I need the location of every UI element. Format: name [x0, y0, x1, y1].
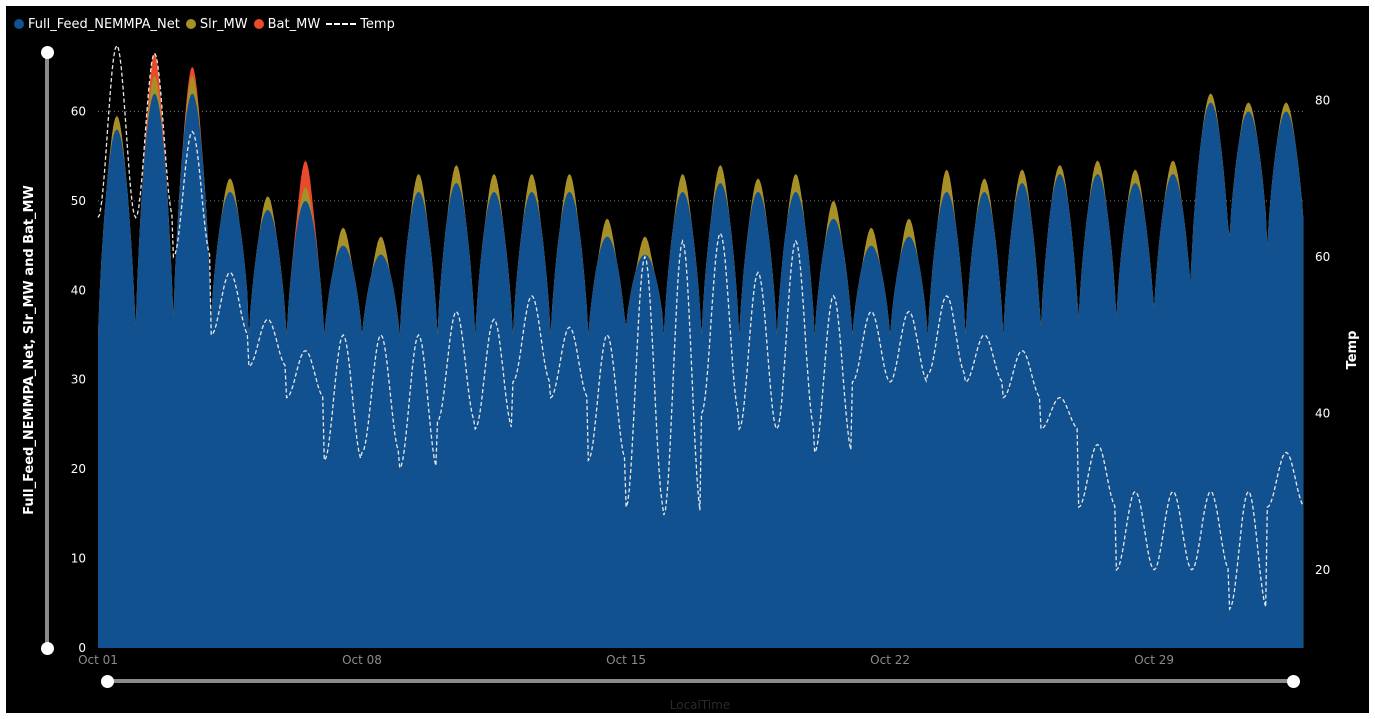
y-axis-title: Full_Feed_NEMMPA_Net, Slr_MW and Bat_MW: [22, 185, 37, 515]
legend-item-battery[interactable]: Bat_MW: [253, 16, 321, 32]
y-tick-label: 20: [71, 462, 86, 476]
y-tick-label: 40: [71, 283, 86, 297]
legend-item-temp[interactable]: Temp: [326, 17, 395, 32]
series-area-full-feed-nemmpa-net: [98, 93, 1304, 648]
y-slider-bottom-handle[interactable]: [41, 642, 54, 655]
legend-dash-temp: [326, 23, 357, 25]
x-tick-label: Oct 15: [606, 653, 646, 667]
x-tick-label: Oct 01: [78, 653, 118, 667]
y-tick-label: 50: [71, 194, 86, 208]
legend-dot-net: [14, 19, 24, 29]
y2-tick-label: 80: [1315, 93, 1330, 107]
x-slider-left-handle[interactable]: [101, 675, 114, 688]
legend-item-solar[interactable]: Slr_MW: [185, 16, 248, 32]
legend-label-net: Full_Feed_NEMMPA_Net: [28, 16, 180, 32]
y2-tick-label: 40: [1315, 406, 1330, 420]
legend-label-temp: Temp: [360, 16, 395, 32]
y2-tick-label: 60: [1315, 250, 1330, 264]
legend-item-net[interactable]: Full_Feed_NEMMPA_Net: [14, 17, 180, 32]
y2-tick-label: 20: [1315, 563, 1330, 577]
y-tick-label: 10: [71, 552, 86, 566]
x-tick-label: Oct 08: [342, 653, 382, 667]
series-line-temp: [97, 44, 1304, 611]
legend: Full_Feed_NEMMPA_Net Slr_MW Bat_MW Temp: [14, 15, 395, 33]
legend-label-solar: Slr_MW: [199, 16, 248, 32]
y-slider-top-handle[interactable]: [41, 46, 54, 59]
x-slider-right-handle[interactable]: [1287, 675, 1300, 688]
y2-axis-title: Temp: [1345, 331, 1360, 370]
y-tick-label: 30: [71, 373, 86, 387]
x-axis-zoom-slider[interactable]: [107, 679, 1292, 683]
legend-label-battery: Bat_MW: [267, 16, 321, 32]
legend-dot-battery: [253, 19, 264, 29]
y-tick-label: 0: [78, 641, 86, 655]
legend-dot-solar: [185, 19, 196, 29]
x-axis-title: LocalTime: [670, 698, 730, 712]
x-tick-label: Oct 29: [1134, 653, 1174, 667]
y-axis-zoom-slider[interactable]: [45, 52, 49, 648]
y-tick-label: 60: [71, 104, 86, 118]
x-tick-label: Oct 22: [870, 653, 910, 667]
